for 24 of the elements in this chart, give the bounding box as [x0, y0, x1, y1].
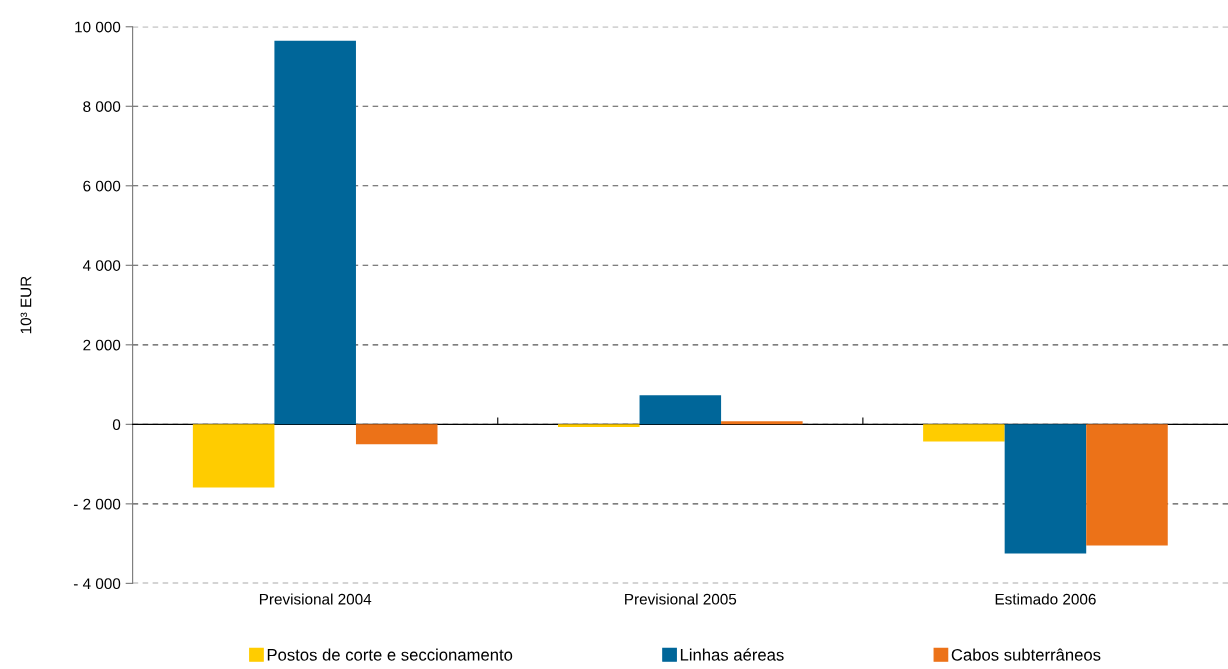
x-tick-label: Estimado 2006	[995, 593, 1096, 605]
legend-label: Postos de corte e seccionamento	[267, 648, 513, 661]
y-tick-label: - 4 000	[73, 578, 121, 590]
y-tick-label: - 2 000	[73, 498, 121, 510]
bar	[639, 395, 722, 425]
x-tick-label: Previsional 2005	[625, 593, 737, 605]
bar	[558, 424, 640, 428]
y-axis-title: 10³ EUR	[20, 276, 32, 334]
y-tick-label: 10 000	[75, 21, 121, 33]
y-tick-label: 2 000	[83, 339, 121, 351]
bar	[192, 424, 275, 488]
y-tick-label: 0	[112, 419, 121, 431]
bar	[1086, 424, 1168, 546]
bar	[355, 424, 438, 445]
bar	[721, 421, 803, 425]
bar	[923, 424, 1005, 442]
y-tick-label: 8 000	[83, 101, 121, 112]
bar	[1004, 424, 1087, 554]
y-tick-label: 4 000	[82, 260, 121, 271]
bar	[274, 40, 356, 425]
x-tick-label: Previsional 2004	[259, 593, 372, 605]
legend-label: Linhas aéreas	[680, 648, 784, 661]
legend-label: Cabos subterrâneos	[951, 648, 1101, 661]
y-tick-label: 6 000	[83, 180, 121, 192]
